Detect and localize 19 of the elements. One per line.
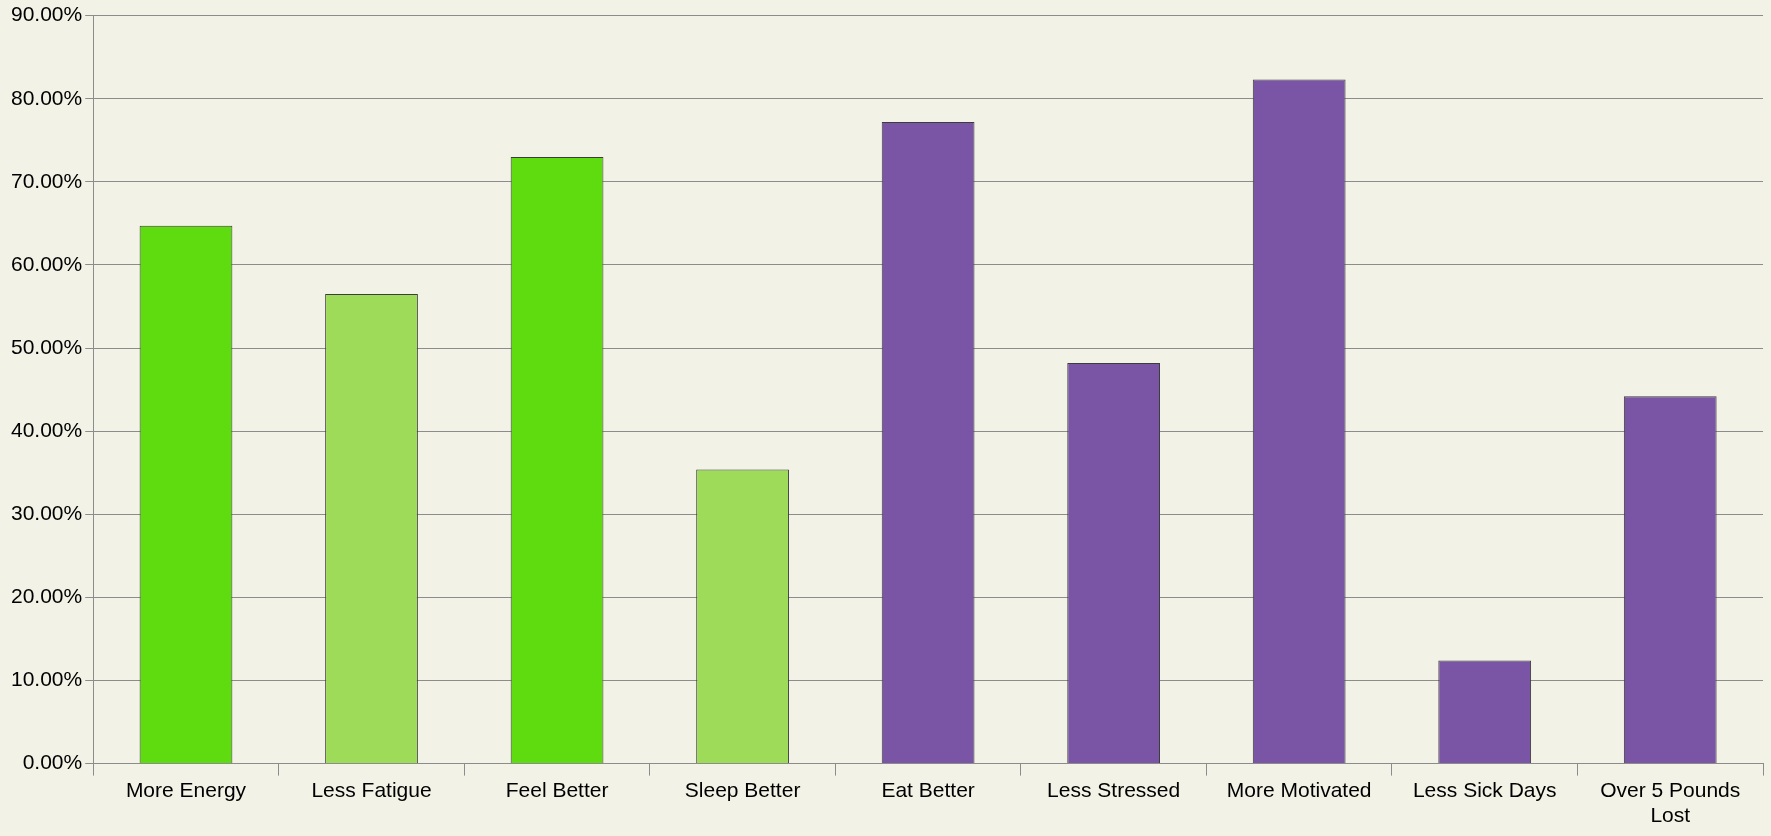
y-tick-label: 60.00%	[10, 251, 83, 275]
x-tick-label: Sleep Better	[684, 778, 801, 801]
y-tick-label: 20.00%	[10, 584, 83, 608]
y-tick-label: 80.00%	[10, 85, 83, 109]
x-tick-label: More Motivated	[1226, 778, 1372, 801]
x-tick-label: More Energy	[125, 778, 247, 801]
y-tick-label: 10.00%	[10, 667, 83, 691]
y-tick-label: 0.00%	[22, 750, 83, 774]
x-tick-label: Less Stressed	[1047, 778, 1181, 801]
x-tick-label: Less Fatigue	[311, 778, 432, 801]
x-tick-label: Feel Better	[505, 778, 609, 801]
y-tick-label: 30.00%	[10, 501, 83, 525]
x-tick-label: Over 5 Pounds Lost	[1600, 778, 1741, 827]
y-tick-label: 70.00%	[10, 168, 83, 192]
x-tick-label: Eat Better	[881, 778, 975, 801]
y-tick-label: 40.00%	[10, 417, 83, 441]
y-tick-label: 90.00%	[10, 2, 83, 26]
x-tick-label: Less Sick Days	[1412, 778, 1557, 801]
y-tick-label: 50.00%	[10, 334, 83, 358]
